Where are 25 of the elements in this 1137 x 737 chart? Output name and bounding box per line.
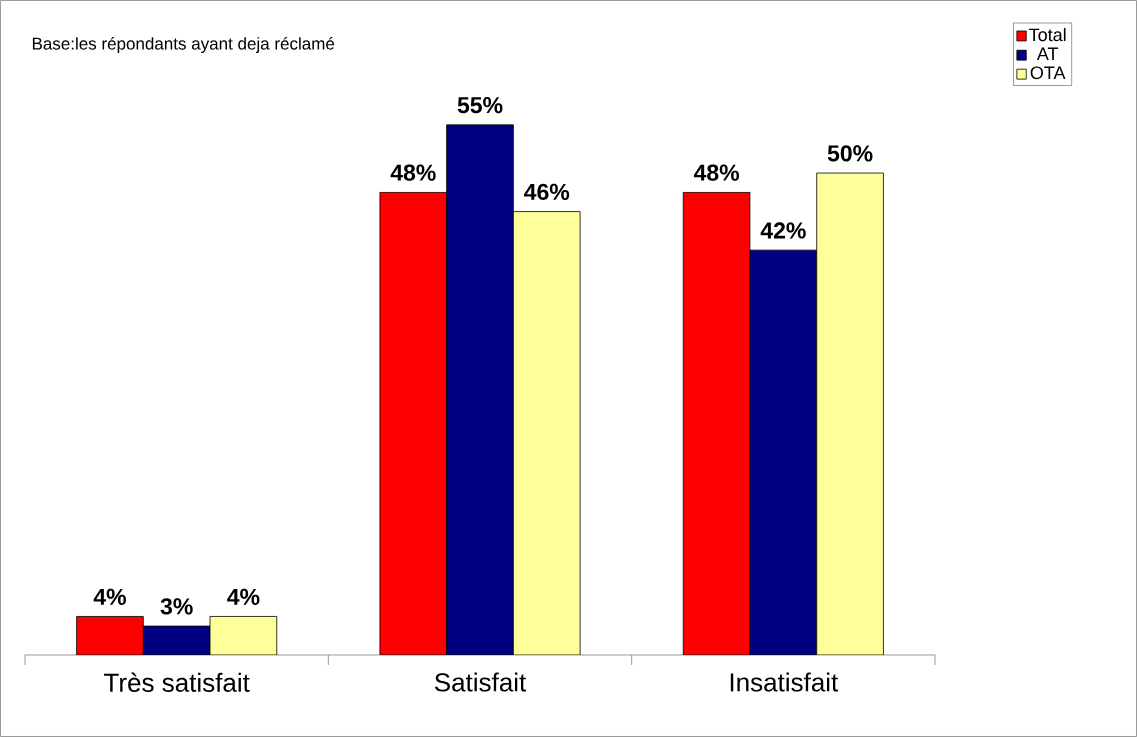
x-tick-label: Satisfait <box>434 672 527 692</box>
data-label: 46% <box>524 183 570 201</box>
data-label: 50% <box>827 145 873 162</box>
legend-label: AT <box>1036 47 1059 60</box>
data-label: 42% <box>760 222 806 239</box>
bar <box>446 124 514 655</box>
legend-label: Total <box>1029 27 1066 42</box>
bar <box>76 616 144 655</box>
x-tick-label: Très satisfait <box>104 672 250 692</box>
legend-label: OTA <box>1030 66 1066 80</box>
data-label: 48% <box>390 164 436 181</box>
bar <box>512 211 581 655</box>
bar <box>142 625 211 655</box>
text: Base:les répondants ayant deja réclamé <box>32 36 335 54</box>
bar <box>379 191 448 655</box>
data-label: 3% <box>160 598 193 615</box>
bar <box>749 249 818 655</box>
bar <box>209 616 278 655</box>
data-label: 55% <box>457 97 503 114</box>
data-label: 4% <box>227 588 260 605</box>
bar <box>682 191 751 655</box>
bar <box>816 172 884 655</box>
data-label: 4% <box>93 588 126 605</box>
data-label: 48% <box>693 164 740 181</box>
x-tick-label: Insatisfait <box>730 672 839 692</box>
